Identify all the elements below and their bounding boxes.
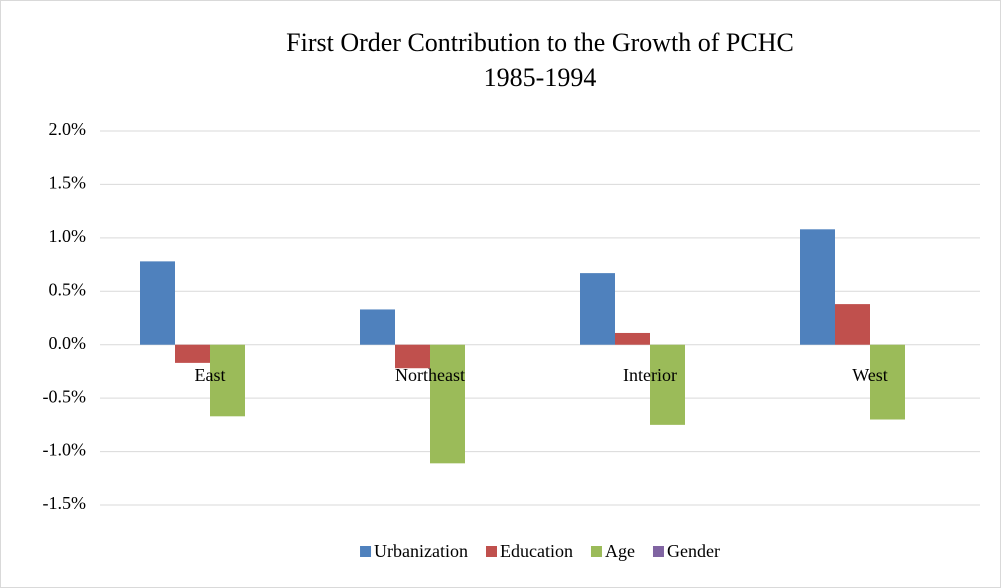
y-tick-label: 2.0% xyxy=(49,119,87,139)
bar xyxy=(870,344,905,420)
bar xyxy=(430,344,465,464)
legend-label: Urbanization xyxy=(374,541,468,561)
legend-swatch xyxy=(590,546,602,557)
y-tick-label: 0.5% xyxy=(49,279,87,299)
y-tick-label: 1.5% xyxy=(49,173,87,193)
bar xyxy=(800,229,835,345)
y-tick-label: -1.0% xyxy=(43,440,87,460)
bar xyxy=(360,309,395,345)
y-tick-label: -1.5% xyxy=(43,493,87,513)
bar xyxy=(835,304,870,345)
y-tick-label: -0.5% xyxy=(43,386,87,406)
legend-label: Gender xyxy=(667,541,720,561)
x-tick-label: Interior xyxy=(623,365,677,385)
bar xyxy=(140,261,175,345)
legend-swatch xyxy=(360,546,372,557)
y-tick-label: 1.0% xyxy=(49,226,87,246)
legend-label: Age xyxy=(605,541,635,561)
bar xyxy=(650,344,685,425)
legend-label: Education xyxy=(500,541,573,561)
bar xyxy=(210,344,245,417)
legend-swatch xyxy=(652,546,664,557)
legend-swatch xyxy=(486,546,497,557)
x-tick-label: East xyxy=(195,365,226,385)
bar xyxy=(395,344,430,369)
x-tick-label: West xyxy=(852,365,888,385)
chart-title: First Order Contribution to the Growth o… xyxy=(286,28,794,57)
chart-subtitle: 1985-1994 xyxy=(484,63,597,92)
bar xyxy=(175,344,210,363)
bar xyxy=(580,273,615,345)
y-tick-label: 0.0% xyxy=(49,333,87,353)
x-tick-label: Northeast xyxy=(395,365,465,385)
bar xyxy=(615,332,650,345)
